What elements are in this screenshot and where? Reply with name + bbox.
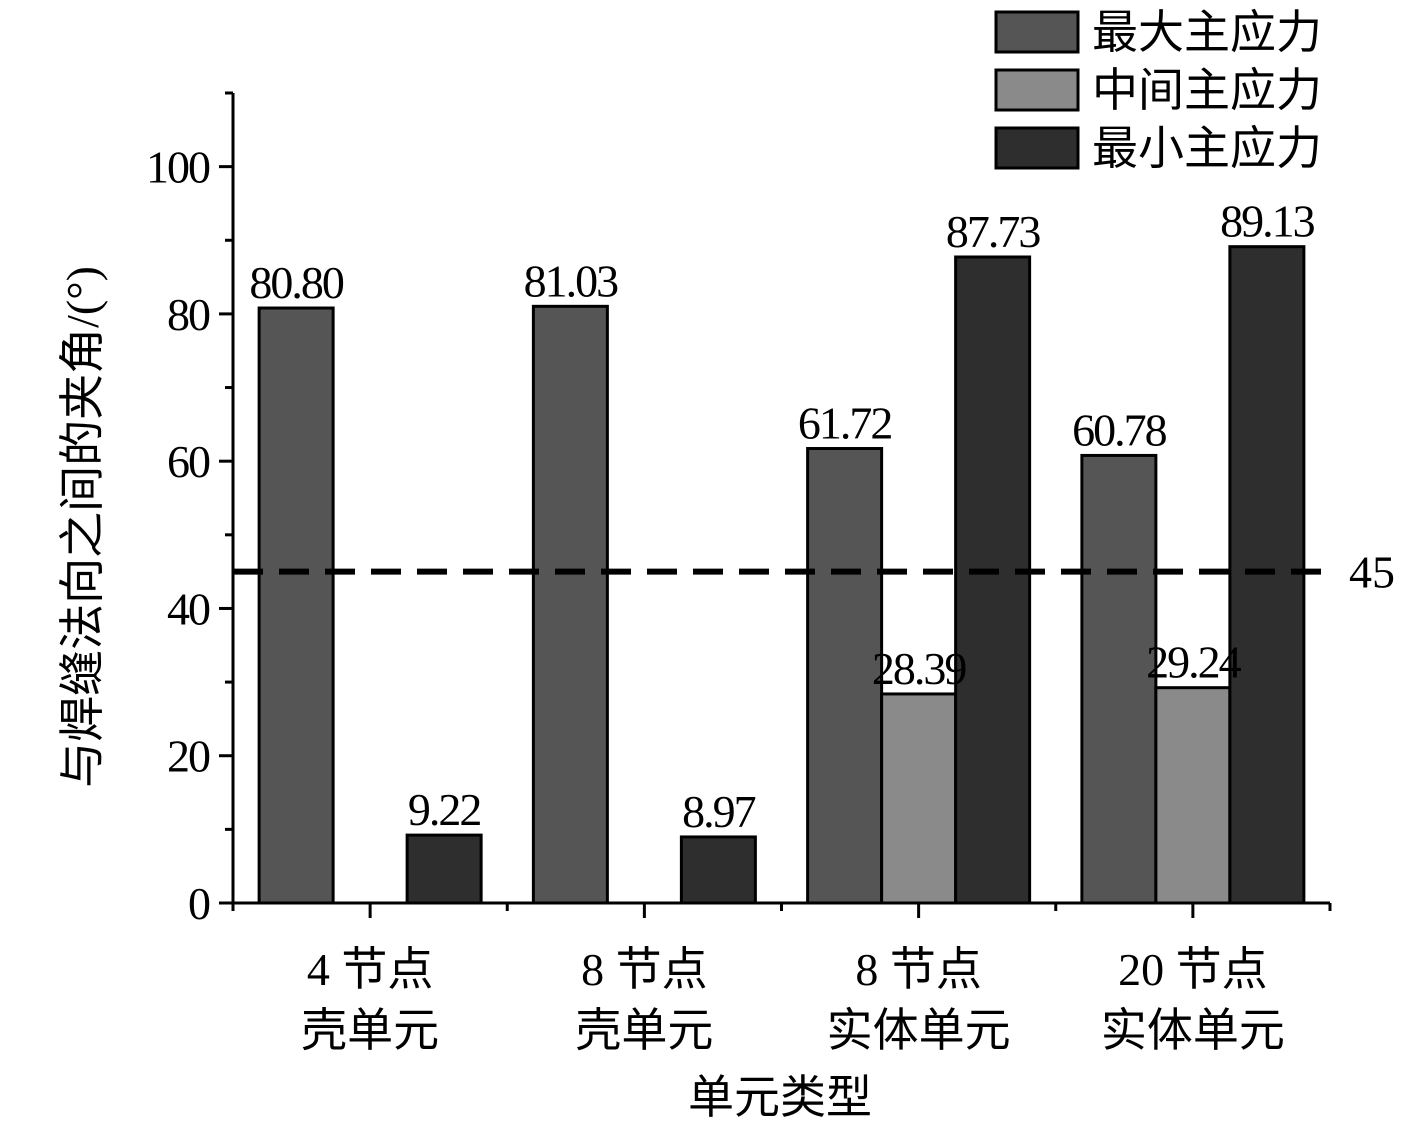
y-tick-label: 0: [188, 878, 210, 929]
bar-value-label: 29.24: [1146, 637, 1242, 688]
bar-value-label: 81.03: [524, 255, 619, 306]
y-tick-label: 40: [167, 583, 210, 634]
bar: [1154, 686, 1232, 905]
x-tick-label: 实体单元: [1101, 1005, 1285, 1056]
legend-swatch: [994, 126, 1080, 170]
x-tick-label: 实体单元: [827, 1005, 1011, 1056]
bar-labels-layer: 80.80 9.22 81.03 8.97 61.72 28.39 87.73 60.78 29…: [249, 196, 1316, 837]
bar: [679, 835, 757, 905]
bar-value-label: 60.78: [1072, 404, 1167, 455]
y-tick-label: 80: [167, 289, 210, 340]
bar: [1080, 453, 1158, 905]
legend-label: 中间主应力: [1092, 65, 1322, 116]
bar: [257, 306, 335, 905]
y-tick-label: 20: [167, 731, 210, 782]
reference-line-label: 45: [1349, 547, 1395, 598]
y-tick-label: 60: [167, 436, 210, 487]
bar: [531, 304, 609, 905]
bar-value-label: 61.72: [798, 398, 892, 449]
bar: [806, 447, 884, 905]
bar-value-label: 87.73: [946, 206, 1041, 257]
bar: [1228, 245, 1306, 905]
bar-value-label: 28.39: [872, 643, 967, 694]
y-tick-label: 100: [146, 142, 210, 193]
legend-swatch: [994, 68, 1080, 112]
x-axis-label: 单元类型: [688, 1072, 872, 1123]
x-tick-label: 4 节点: [307, 944, 434, 995]
bar: [880, 692, 958, 905]
x-tick-label: 壳单元: [301, 1005, 439, 1056]
bars-layer: [257, 245, 1306, 905]
x-tick-label: 8 节点: [581, 944, 708, 995]
legend-label: 最大主应力: [1092, 7, 1322, 58]
x-tick-label: 壳单元: [575, 1005, 713, 1056]
reference-line-layer: 45: [233, 547, 1395, 598]
legend-label: 最小主应力: [1092, 123, 1322, 174]
bar-value-label: 89.13: [1220, 196, 1315, 247]
bar: [954, 255, 1032, 905]
bar-value-label: 80.80: [249, 257, 344, 308]
bar: [405, 833, 483, 905]
bar-value-label: 9.22: [408, 784, 481, 835]
x-tick-label: 20 节点: [1118, 944, 1268, 995]
bar-value-label: 8.97: [682, 786, 756, 837]
legend-swatch: [994, 10, 1080, 54]
x-tick-label: 8 节点: [855, 944, 982, 995]
y-axis-label: 与焊缝法向之间的夹角/(°): [57, 266, 108, 788]
